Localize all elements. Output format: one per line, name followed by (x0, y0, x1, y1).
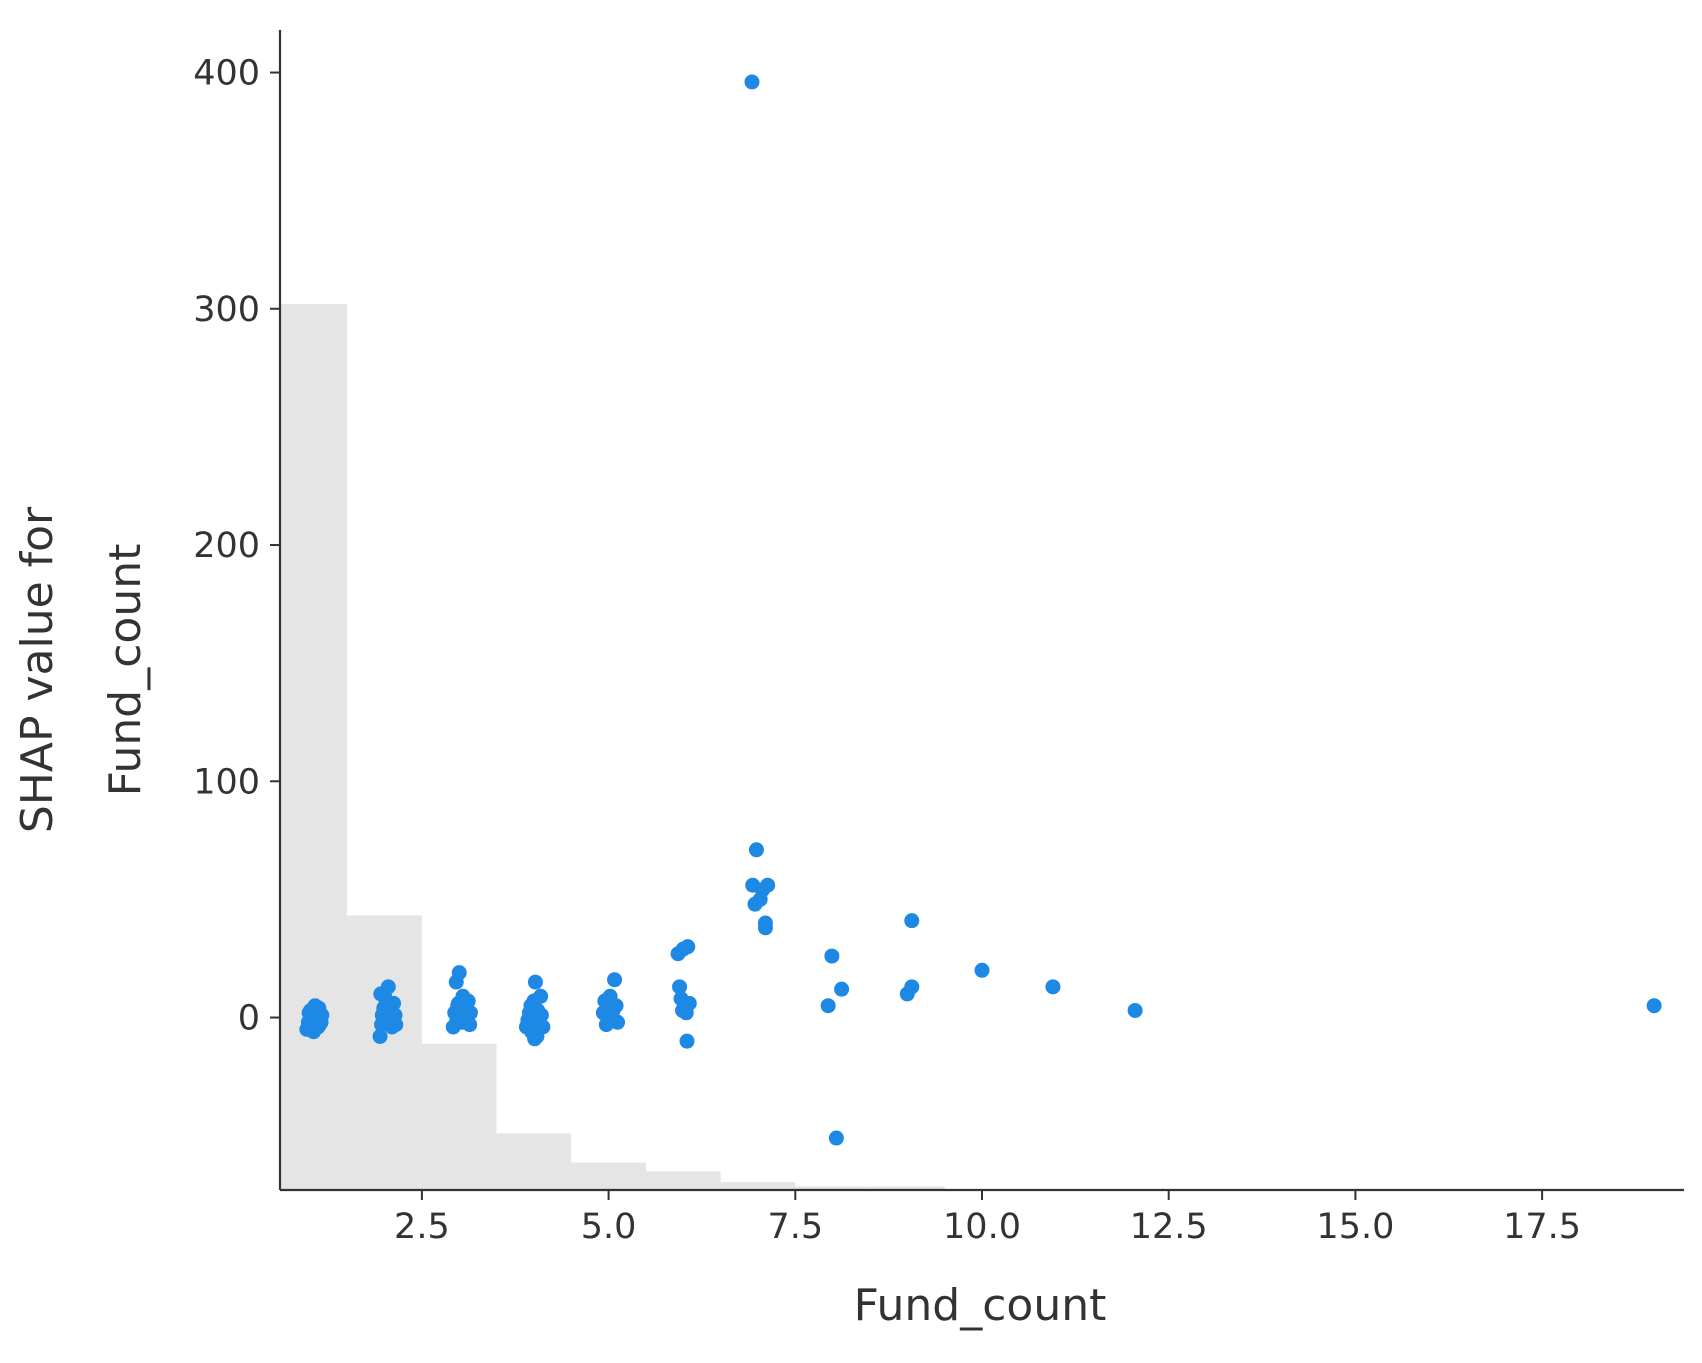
scatter-point (608, 998, 624, 1014)
x-axis-label: Fund_count (854, 1280, 1107, 1331)
y-tick-label: 0 (238, 999, 260, 1039)
scatter-points-layer (299, 74, 1662, 1146)
x-tick-label: 2.5 (394, 1207, 450, 1247)
scatter-point (456, 1012, 472, 1028)
scatter-point (820, 998, 836, 1014)
histogram-bar (280, 304, 348, 1190)
y-axis-label: SHAP value for Fund_count (12, 506, 151, 833)
scatter-point (744, 74, 760, 90)
scatter-point (834, 981, 850, 997)
histogram-bar (720, 1182, 796, 1190)
scatter-point (757, 920, 773, 936)
y-tick-label: 100 (193, 762, 260, 802)
histogram-bar (571, 1162, 646, 1190)
y-axis-ticks: 0 100 200 300 400 (193, 54, 280, 1039)
y-tick-label: 300 (193, 290, 260, 330)
scatter-point (607, 972, 623, 988)
histogram-bar (795, 1186, 870, 1190)
scatter-point (533, 988, 549, 1004)
axes (278, 30, 1684, 1192)
scatter-point (533, 1007, 549, 1023)
scatter-point (904, 913, 920, 929)
scatter-point (904, 979, 920, 995)
scatter-point (313, 1014, 329, 1030)
scatter-point (372, 1028, 388, 1044)
scatter-point (373, 986, 389, 1002)
y-axis-label-line-1: SHAP value for (12, 506, 63, 833)
scatter-point (610, 1014, 626, 1030)
scatter-point (527, 1031, 543, 1047)
scatter-point (824, 948, 840, 964)
scatter-point (679, 1033, 695, 1049)
y-tick-label: 400 (193, 54, 260, 94)
scatter-point (383, 1012, 399, 1028)
x-tick-label: 5.0 (581, 1207, 637, 1247)
scatter-point (451, 965, 467, 981)
histogram-layer (280, 304, 945, 1190)
scatter-point (527, 974, 543, 990)
scatter-point (535, 1019, 551, 1035)
y-axis-label-line-2: Fund_count (100, 544, 151, 797)
scatter-point (450, 998, 466, 1014)
scatter-point (301, 1005, 317, 1021)
scatter-point (1127, 1002, 1143, 1018)
x-tick-label: 15.0 (1316, 1207, 1394, 1247)
histogram-bar (645, 1171, 721, 1190)
histogram-bar (347, 915, 422, 1190)
x-tick-label: 17.5 (1503, 1207, 1581, 1247)
x-tick-label: 10.0 (943, 1207, 1021, 1247)
scatter-point (386, 995, 402, 1011)
scatter-point (1045, 979, 1061, 995)
y-tick-label: 200 (193, 526, 260, 566)
x-axis-ticks: 2.5 5.0 7.5 10.0 12.5 15.0 17.5 (394, 1190, 1581, 1247)
scatter-point (680, 939, 696, 955)
scatter-point (760, 877, 776, 893)
scatter-point (681, 995, 697, 1011)
scatter-point (974, 962, 990, 978)
scatter-point (748, 842, 764, 858)
x-tick-label: 12.5 (1130, 1207, 1208, 1247)
scatter-point (828, 1130, 844, 1146)
histogram-bar (496, 1133, 572, 1190)
histogram-bar (869, 1186, 945, 1190)
histogram-bar (421, 1043, 497, 1190)
x-tick-label: 7.5 (767, 1207, 823, 1247)
scatter-point (672, 979, 688, 995)
scatter-point (1646, 998, 1662, 1014)
